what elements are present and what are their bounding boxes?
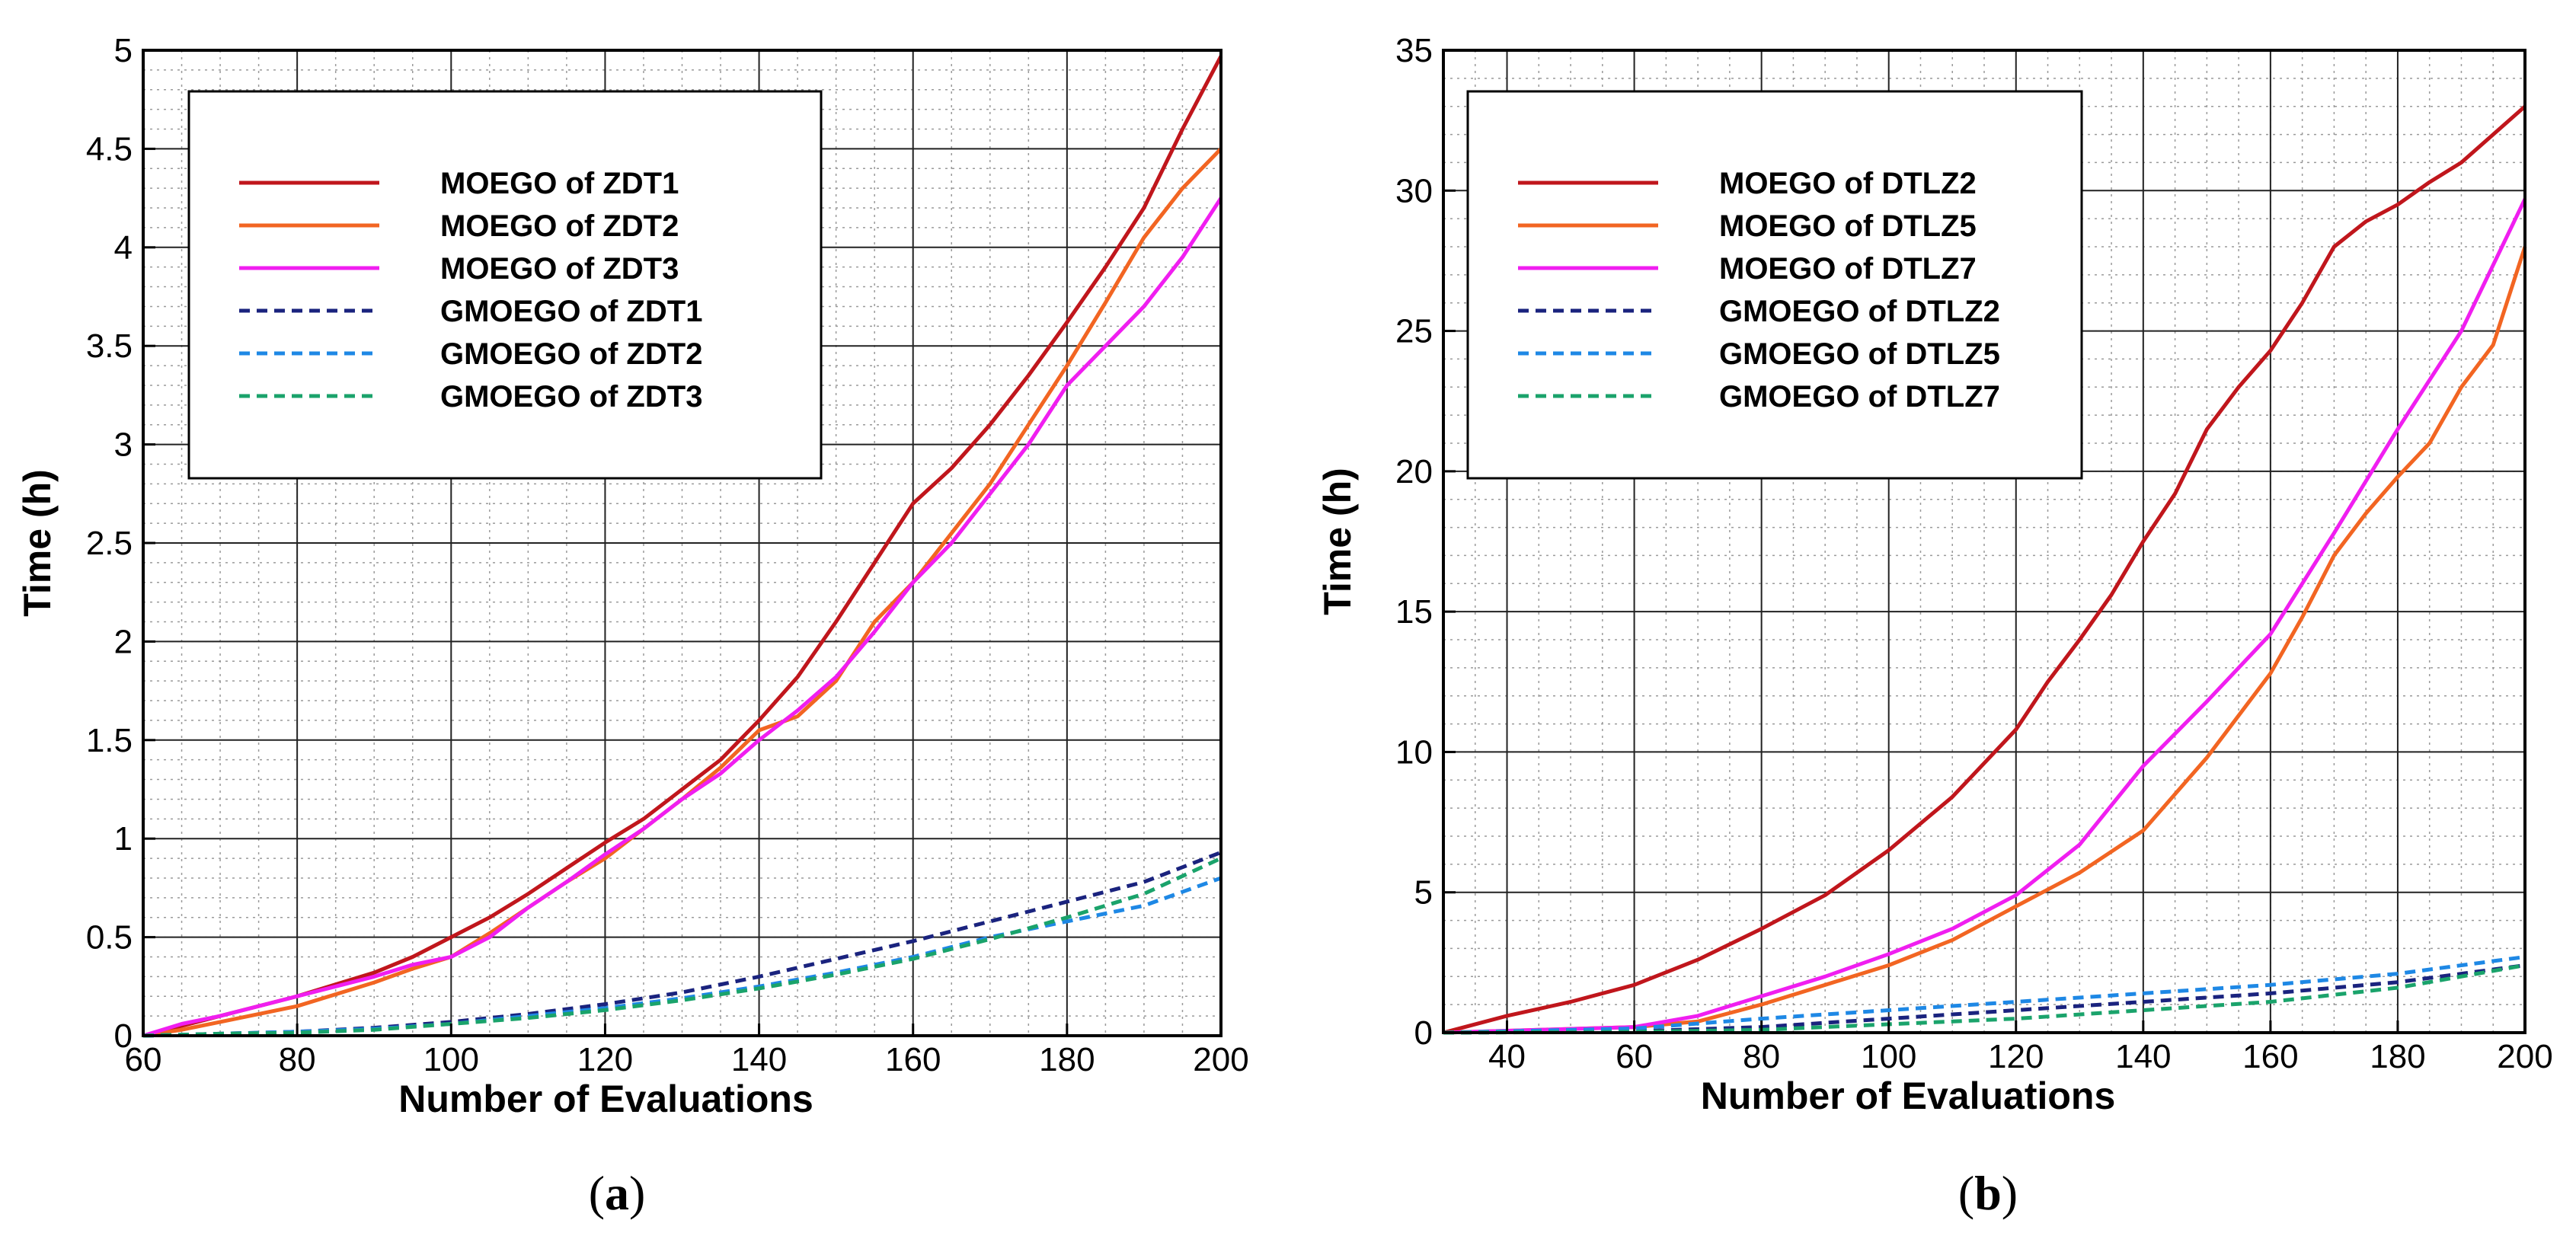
panel-label: (b)	[1958, 1166, 2018, 1220]
series-line-5	[142, 856, 1222, 1038]
legend-label: MOEGO of ZDT1	[440, 167, 679, 200]
legend-box	[1466, 90, 2083, 480]
y-tick-label: 0	[1414, 1014, 1433, 1052]
legend-label: MOEGO of DTLZ2	[1719, 167, 1977, 200]
y-tick-label: 3.5	[86, 327, 133, 365]
y-tick-label: 10	[1395, 733, 1433, 771]
legend-label: GMOEGO of DTLZ7	[1719, 380, 2000, 414]
x-tick-label: 60	[125, 1041, 162, 1078]
legend-label: GMOEGO of ZDT2	[440, 337, 702, 371]
legend-label: MOEGO of ZDT3	[440, 252, 679, 286]
x-tick-label: 60	[1616, 1038, 1653, 1075]
y-tick-label: 1.5	[86, 722, 133, 759]
x-tick-label: 140	[731, 1041, 787, 1078]
legend-label: GMOEGO of DTLZ2	[1719, 295, 2000, 328]
y-tick-label: 25	[1395, 313, 1433, 350]
plot-frame	[1442, 49, 2526, 1034]
series-line-4	[1443, 955, 2526, 1035]
chart-panel-a: 60 80 100 120 140 160 180 200 0 0.5 1 1.5 2 2.5 3 3.5 4…	[16, 32, 1249, 1220]
legend-label: GMOEGO of ZDT1	[440, 295, 702, 328]
y-tick-label: 2	[114, 623, 133, 660]
x-tick-label: 200	[2497, 1038, 2552, 1075]
x-tick-label: 120	[1988, 1038, 2044, 1075]
series-line-0	[1443, 104, 2526, 1035]
y-tick-label: 4.5	[86, 130, 133, 168]
y-tick-label: 1	[114, 820, 133, 858]
x-axis-title: Number of Evaluations	[1701, 1075, 2116, 1117]
y-tick-label: 3	[114, 426, 133, 464]
x-tick-label: 200	[1193, 1041, 1248, 1078]
series-line-0	[142, 55, 1223, 1038]
legend: MOEGO of ZDT1 MOEGO of ZDT2 MOEGO of ZDT3 G…	[187, 90, 823, 480]
series-line-1	[1443, 246, 2527, 1035]
x-tick-label: 40	[1488, 1038, 1526, 1075]
x-tick-label: 120	[577, 1041, 633, 1078]
y-axis-title: Time (h)	[1316, 468, 1359, 615]
y-tick-label: 2.5	[86, 525, 133, 562]
y-tick-label: 15	[1395, 593, 1433, 631]
x-tick-label: 80	[1743, 1038, 1780, 1075]
panel-label: (a)	[589, 1166, 646, 1220]
legend-label: MOEGO of ZDT2	[440, 209, 679, 243]
legend-label: GMOEGO of ZDT3	[440, 380, 702, 414]
x-axis-title: Number of Evaluations	[398, 1078, 813, 1120]
y-tick-label: 5	[1414, 874, 1433, 912]
y-tick-label: 4	[114, 229, 133, 267]
y-tick-label: 35	[1395, 32, 1433, 69]
x-tick-label: 140	[2115, 1038, 2171, 1075]
series-line-2	[1443, 198, 2527, 1035]
x-tick-label: 100	[423, 1041, 479, 1078]
chart-panel-b: 40 60 80 100 120 140 160 180 200 05101520253035 …	[1316, 32, 2553, 1220]
series-line-2	[142, 196, 1223, 1038]
x-tick-label: 80	[279, 1041, 316, 1078]
x-tick-label: 180	[2370, 1038, 2425, 1075]
x-tick-label: 180	[1039, 1041, 1095, 1078]
x-tick-label: 160	[2242, 1038, 2298, 1075]
legend-label: MOEGO of DTLZ5	[1719, 209, 1977, 243]
x-tick-label: 160	[885, 1041, 941, 1078]
legend-label: GMOEGO of DTLZ5	[1719, 337, 2000, 371]
y-tick-label: 20	[1395, 453, 1433, 490]
y-tick-label: 0.5	[86, 919, 133, 957]
legend: MOEGO of DTLZ2 MOEGO of DTLZ5 MOEGO of DTL…	[1466, 90, 2083, 480]
y-tick-label: 0	[114, 1017, 133, 1055]
y-axis-title: Time (h)	[16, 469, 59, 617]
legend-label: MOEGO of DTLZ7	[1719, 252, 1977, 286]
x-tick-label: 100	[1861, 1038, 1916, 1075]
legend-box	[187, 90, 823, 480]
y-tick-label: 5	[114, 32, 133, 69]
series-line-1	[142, 147, 1222, 1038]
y-tick-label: 30	[1395, 172, 1433, 209]
